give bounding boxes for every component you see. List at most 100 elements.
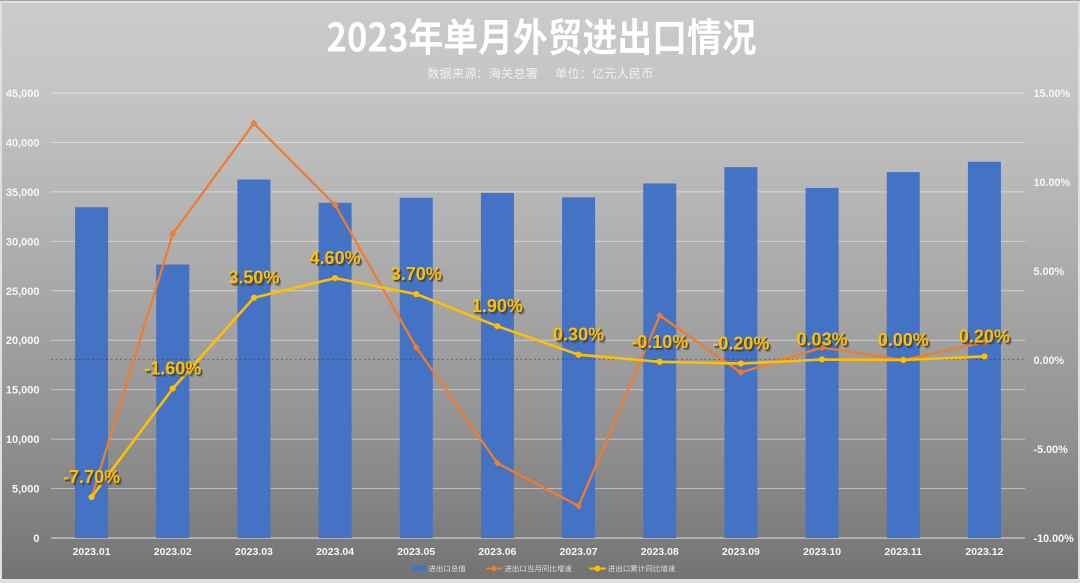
data-label-shadow: 0.20% [961, 329, 1012, 349]
bar-2023.06 [480, 192, 514, 538]
data-label: 0.30% [553, 325, 604, 345]
marker-diamond [818, 343, 826, 352]
data-label-shadow: -0.10% [634, 334, 691, 354]
marker-circle [981, 353, 988, 360]
data-label-shadow: -1.60% [146, 360, 203, 380]
legend-label-monthly [504, 565, 572, 572]
marker-diamond [412, 343, 420, 352]
marker-diamond [169, 230, 177, 238]
chart-title [327, 17, 756, 56]
x-axis-tick: 2023.08 [641, 546, 679, 558]
legend [411, 565, 676, 572]
subtitle-source [427, 67, 538, 79]
data-label-shadow: 0.03% [799, 332, 850, 352]
x-axis-tick: 2023.03 [235, 546, 273, 558]
left-axis-tick: 20,000 [6, 335, 40, 347]
right-axis-tick: 5.00% [1034, 266, 1065, 278]
marker-diamond [331, 201, 339, 209]
right-axis-tick: 0.00% [1034, 355, 1065, 367]
data-label: 0.20% [959, 326, 1010, 346]
marker-circle [169, 385, 176, 392]
marker-circle [331, 275, 339, 282]
x-axis-tick: 2023.02 [154, 546, 192, 558]
data-label-shadow: -0.20% [715, 336, 772, 356]
right-axis-tick: -10.00% [1034, 533, 1075, 545]
data-label-shadow: 3.50% [231, 270, 282, 290]
bar-2023.02 [156, 264, 190, 538]
x-axis-tick: 2023.11 [885, 546, 923, 558]
data-label: 0.03% [797, 329, 848, 349]
data-label-shadow: 3.70% [393, 267, 444, 287]
legend-label-bar [428, 565, 466, 572]
left-axis-tick: 45,000 [6, 88, 40, 100]
bar-2023.04 [318, 202, 352, 538]
series-line [90, 122, 986, 508]
data-label: 1.90% [472, 296, 523, 316]
marker-diamond [980, 338, 989, 346]
legend-label-cumulative [608, 565, 676, 572]
bar-2023.10 [805, 187, 839, 538]
left-axis-tick: 5,000 [12, 484, 40, 496]
data-label-shadow: -1.60% [147, 361, 204, 381]
marker-circle [250, 294, 258, 301]
data-label-shadow: 4.60% [312, 251, 363, 271]
data-label-shadow: 1.90% [473, 298, 524, 318]
left-axis-tick: 0 [33, 533, 39, 545]
left-axis-tick: 40,000 [6, 137, 40, 149]
x-axis-tick: 2023.05 [397, 546, 435, 558]
right-axis-tick: 10.00% [1034, 177, 1071, 189]
legend-marker-circle [594, 565, 601, 572]
marker-circle [656, 358, 663, 365]
bar-2023.07 [562, 197, 596, 539]
marker-diamond [574, 502, 583, 510]
marker-circle [818, 356, 826, 363]
x-axis-labels: 2023.01 2023.02 2023.03 2023.04 2023.05 2023.… [73, 546, 1004, 558]
data-label: -1.60% [144, 358, 201, 378]
x-axis-tick: 2023.10 [803, 546, 841, 558]
bar-2023.09 [724, 167, 758, 538]
bar-2023.05 [399, 197, 433, 539]
data-label-shadow: 3.50% [230, 269, 281, 289]
right-axis-tick: -5.00% [1034, 444, 1069, 456]
right-axis-labels: 15.00% 10.00% 5.00% 0.00% -5.00% -10.00% [1034, 88, 1075, 545]
cumulative-growth-line [88, 275, 988, 501]
left-axis-tick: 25,000 [6, 286, 40, 298]
data-label: 0.00% [878, 330, 929, 350]
x-axis-tick: 2023.01 [73, 546, 111, 558]
bar-2023.12 [967, 161, 1001, 538]
right-axis-tick: 15.00% [1034, 88, 1071, 100]
bar-series [75, 161, 1001, 539]
data-label-shadow: 1.90% [474, 299, 525, 319]
subtitle-unit [555, 67, 653, 79]
marker-circle [494, 323, 501, 330]
data-label-shadow: 0.20% [960, 328, 1011, 348]
chart-subtitle [427, 67, 653, 79]
gridlines [51, 92, 1025, 539]
data-labels: -7.70%-7.70%-7.70%-1.60%-1.60%-1.60%3.50… [63, 248, 1012, 490]
left-axis-labels: 45,000 40,000 35,000 30,000 25,000 20,000 15,0… [6, 88, 40, 545]
left-axis-tick: 30,000 [6, 236, 40, 248]
data-label: 3.50% [228, 268, 279, 288]
data-label-shadow: -7.70% [65, 470, 122, 490]
marker-circle [900, 356, 907, 364]
data-label-shadow: 4.60% [311, 250, 362, 270]
data-label-shadow: 0.00% [880, 333, 931, 353]
data-label-shadow: 3.70% [392, 266, 443, 286]
data-label-shadow: -0.10% [633, 333, 690, 353]
left-axis-tick: 15,000 [6, 385, 40, 397]
series-line [90, 276, 986, 499]
marker-diamond [737, 368, 745, 377]
marker-circle [413, 291, 420, 298]
left-axis-tick: 35,000 [6, 187, 40, 199]
data-label: 3.70% [391, 264, 442, 284]
title-text [327, 17, 756, 56]
x-axis-tick: 2023.06 [478, 546, 516, 558]
data-label-shadow: 0.30% [554, 326, 605, 346]
x-axis-tick: 2023.09 [722, 546, 760, 558]
data-label-shadow: 0.03% [798, 331, 849, 351]
data-label-shadow: -7.70% [64, 469, 121, 489]
bar-2023.03 [237, 179, 271, 538]
data-label-shadow: -0.20% [714, 335, 771, 355]
marker-circle [737, 360, 745, 367]
